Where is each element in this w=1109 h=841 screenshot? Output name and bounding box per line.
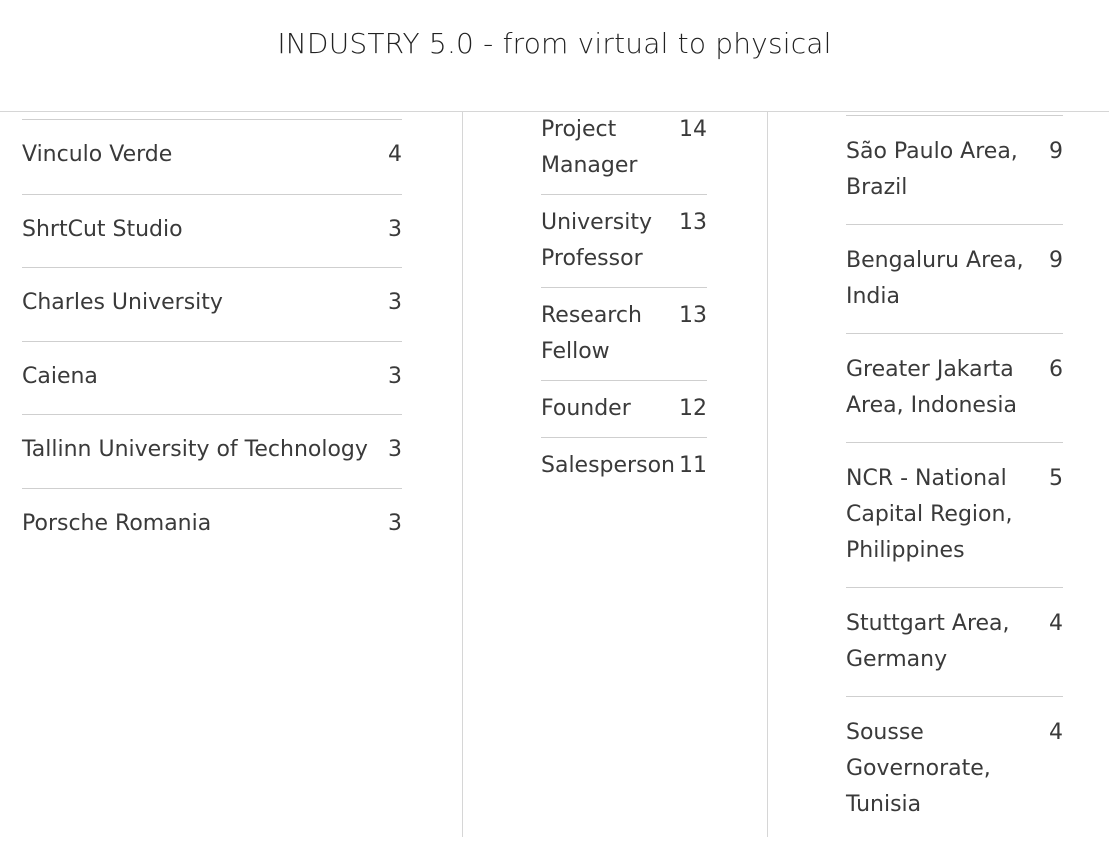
item-count: 3 xyxy=(388,290,402,315)
item-count: 12 xyxy=(679,396,707,421)
item-count: 13 xyxy=(679,210,707,235)
list-item[interactable]: Caiena 3 xyxy=(22,340,402,415)
list-item[interactable]: Tallinn University of Technology 3 xyxy=(22,414,402,488)
item-count: 5 xyxy=(1049,466,1063,491)
companies-list: Vinculo Verde 4 ShrtCut Studio 3 Charles… xyxy=(22,112,402,561)
item-count: 9 xyxy=(1049,139,1063,164)
item-label: Caiena xyxy=(22,363,98,389)
item-count: 3 xyxy=(388,363,402,389)
list-item[interactable]: ShrtCut Studio 3 xyxy=(22,193,402,268)
item-label: ShrtCut Studio xyxy=(22,216,183,242)
item-count: 13 xyxy=(679,303,707,328)
item-count: 4 xyxy=(388,142,402,167)
item-label: Research Fellow xyxy=(541,303,642,364)
list-item[interactable]: Research Fellow 13 xyxy=(541,287,707,380)
item-label: São Paulo Area, Brazil xyxy=(846,139,1018,200)
list-item[interactable]: Vinculo Verde 4 xyxy=(22,120,402,194)
item-label: Bengaluru Area, India xyxy=(846,248,1024,309)
item-label: Salesperson xyxy=(541,453,675,478)
item-label: Sousse Governorate, Tunisia xyxy=(846,720,991,817)
list-item[interactable]: Charles University 3 xyxy=(22,267,402,341)
list-item[interactable]: University Professor 13 xyxy=(541,194,707,287)
list-item[interactable]: NCR - National Capital Region, Philippin… xyxy=(846,442,1063,587)
list-top-divider xyxy=(846,112,1063,116)
item-label: Porsche Romania xyxy=(22,510,212,536)
list-item[interactable]: Porsche Romania 3 xyxy=(22,487,402,562)
item-count: 6 xyxy=(1049,357,1063,382)
list-item[interactable]: São Paulo Area, Brazil 9 xyxy=(846,116,1063,224)
item-count: 9 xyxy=(1049,248,1063,273)
list-top-divider xyxy=(22,112,402,120)
item-label: Charles University xyxy=(22,290,223,315)
page-header: INDUSTRY 5.0 - from virtual to physical xyxy=(0,0,1109,112)
item-label: Project Manager xyxy=(541,117,638,178)
item-label: Founder xyxy=(541,396,631,421)
column-divider xyxy=(767,112,768,837)
item-count: 14 xyxy=(679,117,707,142)
item-label: University Professor xyxy=(541,210,652,271)
column-divider xyxy=(462,112,463,837)
item-label: Greater Jakarta Area, Indonesia xyxy=(846,357,1018,418)
item-count: 4 xyxy=(1049,720,1063,745)
list-item[interactable]: Stuttgart Area, Germany 4 xyxy=(846,587,1063,696)
item-label: Stuttgart Area, Germany xyxy=(846,611,1010,672)
list-item[interactable]: Sousse Governorate, Tunisia 4 xyxy=(846,696,1063,841)
item-count: 3 xyxy=(388,216,402,242)
item-count: 4 xyxy=(1049,611,1063,636)
item-count: 11 xyxy=(679,453,707,478)
page-title: INDUSTRY 5.0 - from virtual to physical xyxy=(277,27,832,60)
locations-list: São Paulo Area, Brazil 9 Bengaluru Area,… xyxy=(846,112,1063,841)
item-label: Vinculo Verde xyxy=(22,142,173,167)
list-item[interactable]: Greater Jakarta Area, Indonesia 6 xyxy=(846,333,1063,442)
item-label: NCR - National Capital Region, Philippin… xyxy=(846,466,1013,563)
job-titles-list: Project Manager 14 University Professor … xyxy=(541,112,707,494)
item-count: 3 xyxy=(388,437,402,462)
list-item[interactable]: Salesperson 11 xyxy=(541,437,707,494)
list-item[interactable]: Bengaluru Area, India 9 xyxy=(846,224,1063,333)
item-count: 3 xyxy=(388,510,402,536)
item-label: Tallinn University of Technology xyxy=(22,437,368,462)
list-item[interactable]: Founder 12 xyxy=(541,380,707,437)
list-item[interactable]: Project Manager 14 xyxy=(541,112,707,194)
